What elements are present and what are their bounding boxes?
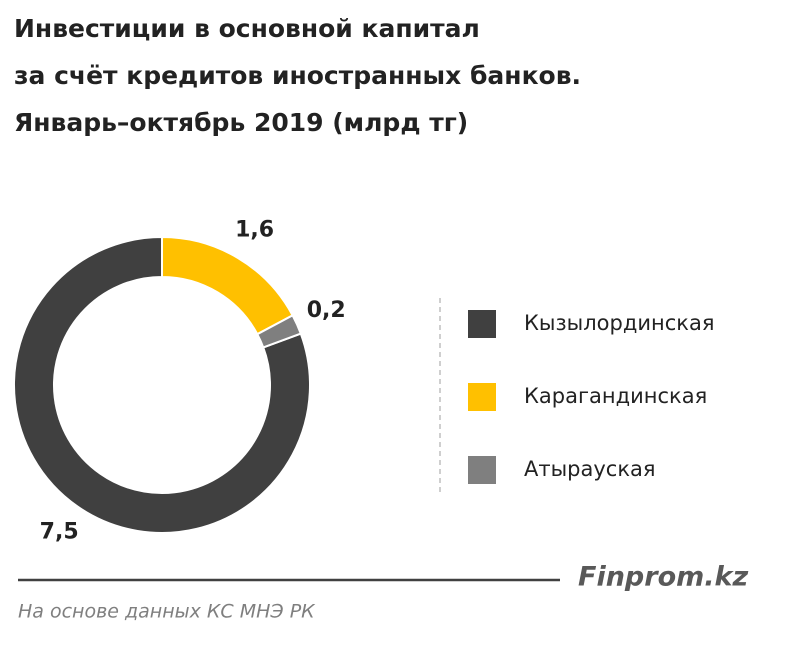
chart-title: Инвестиции в основной капитал	[14, 14, 480, 43]
chart-title: Январь–октябрь 2019 (млрд тг)	[14, 108, 468, 137]
legend-label: Кызылординская	[524, 311, 714, 335]
legend-swatch	[468, 310, 496, 338]
value-label: 0,2	[307, 298, 346, 323]
donut-segment	[255, 314, 303, 349]
brand: Finprom.kz	[578, 562, 748, 593]
legend-swatch	[468, 456, 496, 484]
value-label: 1,6	[235, 218, 274, 243]
donut-segment	[13, 235, 311, 534]
legend-label: Карагандинская	[524, 384, 707, 408]
legend-label: Атырауская	[524, 457, 656, 481]
source: На основе данных КС МНЭ РК	[18, 601, 316, 623]
chart-title: за счёт кредитов иностранных банков.	[14, 61, 581, 90]
donut-segment	[161, 235, 294, 336]
value-label: 7,5	[40, 520, 79, 545]
legend-swatch	[468, 383, 496, 411]
